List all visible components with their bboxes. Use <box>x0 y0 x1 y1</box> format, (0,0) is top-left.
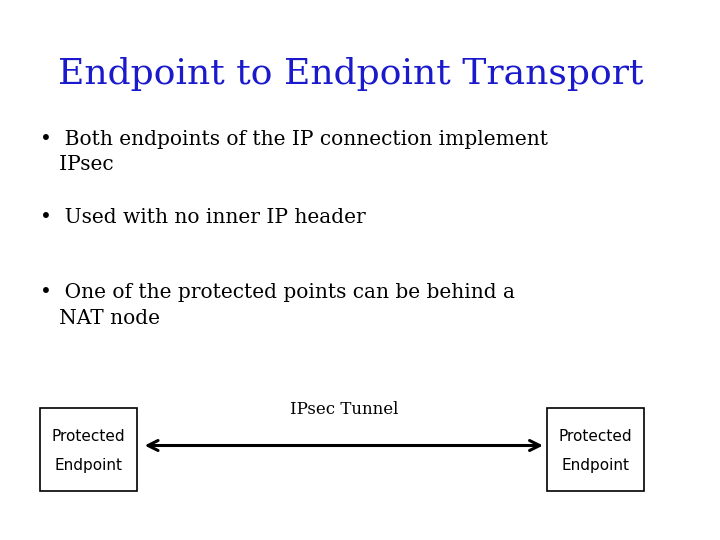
Text: •  One of the protected points can be behind a
   NAT node: • One of the protected points can be beh… <box>40 284 515 327</box>
Text: IPsec Tunnel: IPsec Tunnel <box>289 402 398 418</box>
Text: •  Used with no inner IP header: • Used with no inner IP header <box>40 208 365 227</box>
Text: Endpoint to Endpoint Transport: Endpoint to Endpoint Transport <box>58 57 643 91</box>
FancyBboxPatch shape <box>40 408 137 491</box>
Text: Protected: Protected <box>559 429 633 443</box>
Text: Endpoint: Endpoint <box>562 458 630 473</box>
Text: Protected: Protected <box>51 429 125 443</box>
Text: Endpoint: Endpoint <box>54 458 122 473</box>
FancyBboxPatch shape <box>547 408 644 491</box>
Text: •  Both endpoints of the IP connection implement
   IPsec: • Both endpoints of the IP connection im… <box>40 130 548 173</box>
